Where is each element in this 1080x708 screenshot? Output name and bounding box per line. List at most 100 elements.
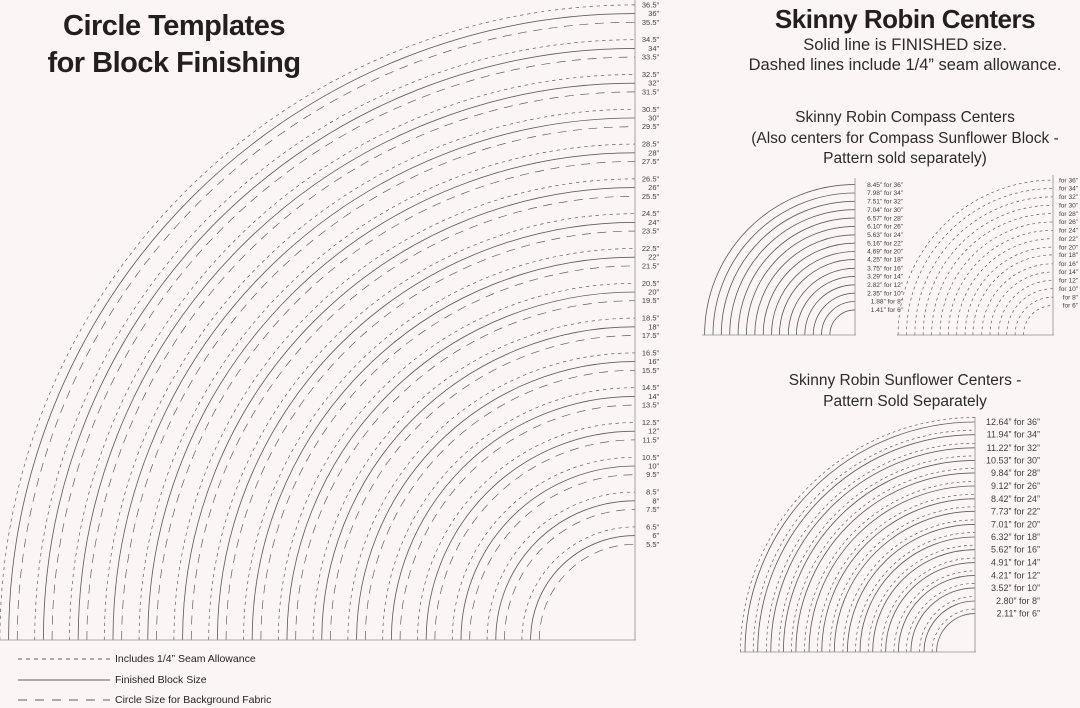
block-size-label: 15.5” (642, 366, 660, 375)
legend-line-dash_small (18, 658, 110, 660)
compass-seam-label: for 20” (1059, 244, 1078, 251)
block-size-label: 31.5” (642, 87, 660, 96)
block-arc-30 (112, 117, 636, 641)
sunflower-size-label: 9.12” for 26” (991, 481, 1040, 491)
block-arc-33.5 (51, 56, 636, 641)
block-size-label: 5.5” (646, 540, 659, 549)
sunflower-size-label: 11.94” for 34” (987, 430, 1040, 440)
block-arc-25.5 (190, 195, 636, 641)
sunflower-seam-arc (791, 468, 976, 653)
block-arc-34.5 (34, 39, 636, 641)
compass-finished-arc (778, 258, 856, 336)
legend-label: Finished Block Size (115, 673, 207, 686)
compass-heading-line3: Pattern sold separately) (823, 150, 987, 167)
block-arc-36.5 (0, 4, 636, 641)
compass-seam-label: for 28” (1059, 211, 1078, 218)
compass-finished-arc (745, 225, 856, 336)
block-arc-17.5 (330, 335, 636, 641)
sunflower-seam-arc (804, 481, 976, 653)
block-size-label: 9.5” (646, 470, 659, 479)
compass-size-label: 5.63” for 24” (867, 232, 903, 239)
sunflower-size-label: 7.73” for 22” (991, 506, 1040, 516)
block-arc-28.5 (138, 143, 636, 641)
block-size-label: 23.5” (642, 227, 660, 236)
sunflower-finished-arc (795, 472, 976, 653)
compass-finished-arc (829, 309, 856, 336)
compass-finished-arc (720, 200, 856, 336)
compass-seam-arc (998, 280, 1054, 336)
compass-finished-arc (821, 301, 856, 336)
block-arc-35.5 (16, 21, 636, 641)
block-arc-27.5 (156, 161, 636, 641)
compass-seam-label: for 32” (1059, 194, 1078, 201)
block-arc-26 (182, 187, 636, 641)
sunflower-seam-arc (855, 532, 976, 653)
block-size-label: 12.5” (642, 418, 660, 427)
block-arc-8 (495, 500, 636, 641)
block-arc-6 (530, 535, 636, 641)
sunflower-size-label: 8.42” for 24” (991, 494, 1040, 504)
sunflower-seam-arc (906, 583, 976, 653)
block-arc-22.5 (243, 248, 636, 641)
block-size-label: 26” (648, 183, 659, 192)
sunflower-finished-arc (859, 536, 976, 653)
compass-size-label: 7.51” for 32” (867, 199, 903, 206)
compass-finished-arc (795, 275, 856, 336)
block-size-label: 34.5” (642, 35, 660, 44)
sunflower-seam-arc (931, 608, 976, 653)
block-size-label: 20.5” (642, 279, 660, 288)
compass-seam-label: for 10” (1059, 286, 1078, 293)
block-size-label: 13.5” (642, 401, 660, 410)
compass-size-label: 2.35” for 10” (867, 290, 903, 297)
sunflower-size-label: 9.84” for 28” (991, 468, 1040, 478)
compass-finished-arc (712, 192, 856, 336)
sunflower-size-label: 10.53” for 30” (986, 455, 1040, 465)
block-size-label: 24.5” (642, 209, 660, 218)
compass-finished-arc (754, 234, 856, 336)
sunflower-heading-line1: Skinny Robin Sunflower Centers - (788, 372, 1022, 389)
block-arc-26.5 (173, 178, 636, 641)
block-size-label: 6.5” (646, 522, 659, 531)
left-title-line2: for Block Finishing (47, 47, 301, 79)
sunflower-finished-arc (885, 562, 976, 653)
compass-seam-label: for 16” (1059, 261, 1078, 268)
compass-seam-label: for 36” (1059, 177, 1078, 184)
right-subtitle-2: Dashed lines include 1/4” seam allowance… (748, 56, 1062, 74)
compass-seam-label: for 12” (1059, 278, 1078, 285)
block-arc-20 (286, 291, 636, 641)
block-size-label: 36.5” (642, 0, 660, 9)
compass-seam-arc (1023, 305, 1054, 336)
sunflower-seam-arc (880, 557, 976, 653)
block-arc-16.5 (347, 352, 636, 641)
block-arc-28 (147, 152, 636, 641)
sunflower-size-label: 11.22” for 32” (987, 443, 1040, 453)
legend: Includes 1/4” Seam Allowance Finished Blo… (18, 649, 271, 708)
block-arc-7.5 (504, 509, 636, 641)
compass-finished-arc (804, 284, 856, 336)
sunflower-finished-arc (846, 523, 976, 653)
block-arc-10.5 (451, 456, 636, 641)
block-arc-36 (8, 13, 636, 641)
block-size-label: 7.5” (646, 505, 659, 514)
compass-size-label: 4.25” for 18” (867, 257, 903, 264)
block-size-label: 24” (648, 218, 659, 227)
right-header: Skinny Robin Centers Solid line is FINIS… (700, 3, 1080, 75)
block-size-label: 10.5” (642, 453, 660, 462)
block-arc-18.5 (312, 317, 636, 641)
sunflower-seam-arc (752, 429, 976, 653)
compass-size-label: 4.69” for 20” (867, 249, 903, 256)
block-size-label: 14.5” (642, 383, 660, 392)
block-size-label: 18.5” (642, 314, 660, 323)
compass-seam-label: for 30” (1059, 202, 1078, 209)
block-size-label: 34” (648, 44, 659, 53)
block-size-label: 17.5” (642, 331, 660, 340)
sunflower-seam-arc (893, 570, 976, 653)
block-size-label: 16.5” (642, 348, 660, 357)
block-size-label: 21.5” (642, 261, 660, 270)
block-size-label: 28.5” (642, 140, 660, 149)
block-arc-24.5 (208, 213, 636, 641)
block-size-label: 14” (648, 392, 659, 401)
block-arc-9.5 (469, 474, 636, 641)
